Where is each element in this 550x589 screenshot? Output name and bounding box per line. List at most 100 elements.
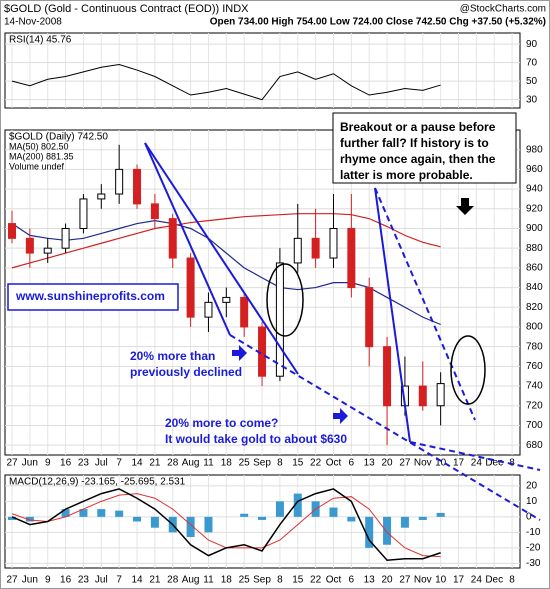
x-tick-label: 25 xyxy=(239,458,251,469)
y-tick-label: 860 xyxy=(526,263,543,274)
y-tick-label: 760 xyxy=(526,361,543,372)
candle-body xyxy=(204,301,213,318)
y-tick-label: 0 xyxy=(526,511,532,522)
y-tick-label: 680 xyxy=(526,440,543,451)
date: 14-Nov-2008 xyxy=(4,17,62,28)
histogram-bar xyxy=(347,516,356,522)
candle-body xyxy=(79,198,88,229)
histogram-bar xyxy=(400,516,409,528)
x-tick-label: 15 xyxy=(292,458,304,469)
x-tick-label: 22 xyxy=(310,458,322,469)
x-tick-label: 28 xyxy=(167,458,179,469)
x-tick-label: 17 xyxy=(453,575,465,586)
histogram-bar xyxy=(383,516,392,545)
candle-body xyxy=(61,227,70,249)
annotation: It would take gold to about $630 xyxy=(165,432,347,446)
trendline xyxy=(229,334,541,521)
annotation: further fall? If history is to xyxy=(340,136,489,150)
x-tick-label: 11 xyxy=(203,575,214,586)
x-tick-label: 17 xyxy=(453,458,465,469)
arrow xyxy=(232,345,247,361)
x-tick-label: 24 xyxy=(471,458,483,469)
trendline xyxy=(374,187,476,421)
x-tick-label: 13 xyxy=(364,458,376,469)
x-tick-label: 11 xyxy=(203,458,214,469)
candle-body xyxy=(115,168,124,195)
x-tick-label: 23 xyxy=(78,575,90,586)
y-tick-label: 800 xyxy=(526,322,543,333)
annotation: previously declined xyxy=(130,365,242,379)
x-tick-label: 6 xyxy=(349,458,355,469)
y-tick-label: 960 xyxy=(526,164,543,175)
annotation-box xyxy=(332,112,517,184)
candle-body xyxy=(97,193,106,200)
y-tick-label: 30 xyxy=(526,94,538,105)
y-tick-label: 50 xyxy=(526,76,538,87)
x-tick-label: 16 xyxy=(60,575,72,586)
histogram-bar xyxy=(240,513,249,517)
x-tick-label: Aug xyxy=(182,458,200,469)
candle-body xyxy=(240,296,249,328)
website-box xyxy=(7,283,179,311)
trendline xyxy=(409,441,541,471)
trendline xyxy=(374,187,411,443)
trendline xyxy=(144,142,231,336)
x-tick-label: 14 xyxy=(131,575,143,586)
candle-body xyxy=(329,227,338,259)
x-tick-label: Oct xyxy=(326,458,342,469)
website: www.sunshineprofits.com xyxy=(15,289,165,303)
histogram-bar xyxy=(418,516,427,520)
histogram-bar xyxy=(150,516,159,528)
annotation: 20% more than xyxy=(130,349,215,363)
annotation: Breakout or a pause before xyxy=(340,120,496,134)
histogram-bar xyxy=(293,493,302,517)
x-tick-label: Jun xyxy=(22,575,38,586)
legend-entry: MA(50) 802.50 xyxy=(9,141,69,151)
x-tick-label: 21 xyxy=(149,458,161,469)
y-tick-label: 880 xyxy=(526,243,543,254)
histogram-bar xyxy=(25,516,34,522)
x-tick-label: Jul xyxy=(95,575,108,586)
candle-body xyxy=(311,237,320,259)
annotation: latter is more probable. xyxy=(340,168,473,182)
x-tick-label: 8 xyxy=(277,458,283,469)
title: $GOLD (Gold - Continuous Contract (EOD))… xyxy=(4,3,249,15)
x-tick-label: 24 xyxy=(471,575,483,586)
histogram-bar xyxy=(436,512,445,517)
ellipse xyxy=(450,335,486,405)
x-tick-label: 21 xyxy=(149,575,161,586)
candle-body xyxy=(418,385,427,407)
histogram-bar xyxy=(329,507,338,517)
x-tick-label: Oct xyxy=(326,575,342,586)
x-tick-label: 9 xyxy=(45,458,51,469)
x-tick-label: Nov xyxy=(414,458,432,469)
series-line xyxy=(11,63,441,101)
x-tick-label: 10 xyxy=(435,575,447,586)
histogram-bar xyxy=(115,510,124,517)
histogram-bar xyxy=(79,509,88,517)
x-tick-label: Aug xyxy=(182,575,200,586)
y-tick-label: 940 xyxy=(526,184,543,195)
x-tick-label: Jun xyxy=(22,458,38,469)
y-tick-label: 70 xyxy=(526,57,538,68)
y-tick-label: 10 xyxy=(526,496,538,507)
histogram-bar xyxy=(97,509,106,517)
x-tick-label: 16 xyxy=(60,458,72,469)
x-tick-label: 22 xyxy=(310,575,322,586)
y-tick-label: -10 xyxy=(526,527,541,538)
candle-body xyxy=(8,223,16,239)
x-tick-label: Dec xyxy=(485,575,503,586)
legend-entry: Volume undef xyxy=(9,161,65,171)
x-tick-label: 18 xyxy=(221,458,233,469)
x-tick-label: Dec xyxy=(485,458,503,469)
candle-body xyxy=(25,237,34,254)
quote: Open 734.00 High 754.00 Low 724.00 Close… xyxy=(210,17,546,28)
legend-entry: RSI(14) 45.76 xyxy=(9,35,72,46)
x-tick-label: Jul xyxy=(95,458,108,469)
x-tick-label: 28 xyxy=(167,575,179,586)
arrow xyxy=(456,198,474,215)
x-tick-label: 15 xyxy=(292,575,304,586)
histogram-bar xyxy=(61,509,70,517)
x-tick-label: 7 xyxy=(116,575,122,586)
